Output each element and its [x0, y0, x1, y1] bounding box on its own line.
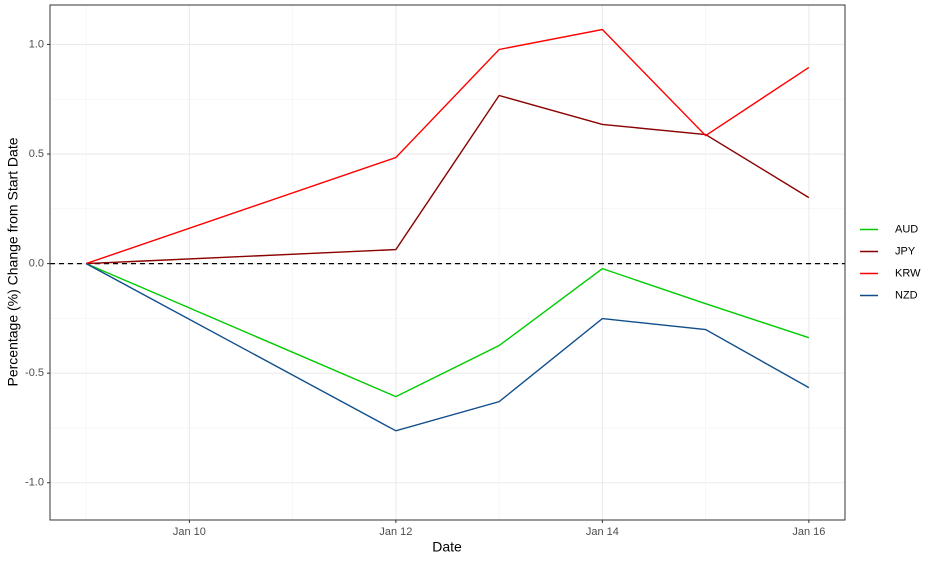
- x-tick-label: Jan 14: [586, 526, 619, 538]
- plot-border: [49, 4, 846, 521]
- y-tick-label: -1.0: [25, 477, 44, 489]
- y-tick-label: -0.5: [25, 367, 44, 379]
- x-tick-label: Jan 16: [792, 526, 825, 538]
- x-tick-label: Jan 10: [173, 526, 206, 538]
- legend-label: KRW: [895, 267, 921, 279]
- y-tick-label: 0.5: [29, 148, 44, 160]
- series-line: [85, 28, 810, 265]
- y-tick-label: 1.0: [29, 38, 44, 50]
- series-line: [85, 262, 810, 432]
- x-axis-label: Date: [432, 539, 462, 555]
- series-line: [85, 262, 810, 398]
- legend-label: JPY: [895, 245, 916, 257]
- legend-label: AUD: [895, 223, 918, 235]
- y-tick-label: 0.0: [29, 258, 44, 270]
- y-axis-label: Percentage (%) Change from Start Date: [5, 137, 21, 386]
- legend-label: NZD: [895, 289, 918, 301]
- series-line: [86, 94, 810, 265]
- x-tick-label: Jan 12: [379, 526, 412, 538]
